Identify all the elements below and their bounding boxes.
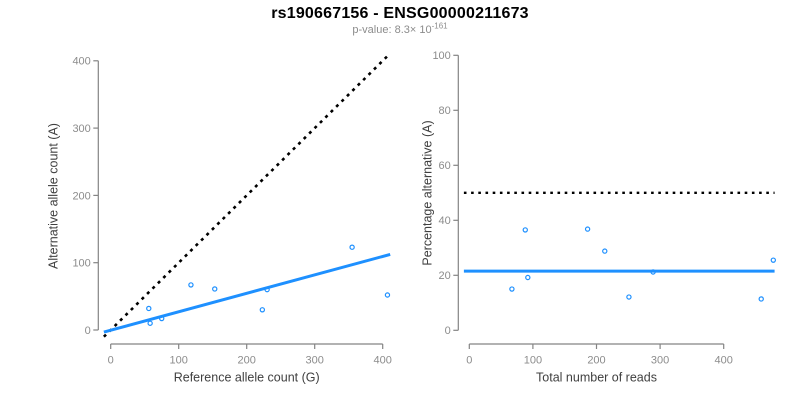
y-tick-label: 20 bbox=[439, 270, 451, 282]
data-point bbox=[602, 248, 608, 254]
x-axis-title: Total number of reads bbox=[536, 371, 657, 385]
y-tick-label: 200 bbox=[72, 190, 90, 202]
identity-line bbox=[102, 53, 390, 338]
data-point bbox=[147, 320, 153, 326]
p-value-exponent: -161 bbox=[431, 21, 448, 31]
data-point bbox=[146, 305, 152, 312]
x-tick-label: 300 bbox=[651, 355, 669, 367]
data-point bbox=[259, 307, 266, 313]
x-axis-title: Reference allele count (G) bbox=[174, 371, 320, 385]
y-tick-label: 0 bbox=[445, 325, 451, 337]
data-point bbox=[212, 286, 218, 292]
data-point bbox=[188, 282, 194, 288]
x-tick-label: 100 bbox=[524, 355, 542, 367]
data-point bbox=[650, 269, 656, 275]
y-tick-label: 100 bbox=[432, 50, 450, 62]
x-tick-label: 200 bbox=[238, 355, 256, 367]
y-tick-label: 300 bbox=[72, 123, 90, 135]
x-tick-label: 200 bbox=[587, 355, 605, 367]
y-tick-label: 100 bbox=[72, 258, 90, 270]
x-tick-label: 300 bbox=[306, 355, 324, 367]
y-axis-title: Percentage alternative (A) bbox=[421, 120, 435, 265]
x-tick-label: 100 bbox=[170, 355, 188, 367]
y-tick-label: 400 bbox=[72, 56, 90, 68]
x-tick-label: 400 bbox=[715, 355, 733, 367]
fit-line bbox=[103, 252, 391, 334]
data-point bbox=[264, 286, 270, 293]
y-tick-label: 40 bbox=[439, 215, 451, 227]
y-tick-label: 60 bbox=[439, 160, 451, 172]
data-point bbox=[626, 294, 632, 300]
data-point bbox=[525, 274, 531, 281]
data-point bbox=[384, 292, 391, 298]
data-point bbox=[758, 296, 764, 302]
x-tick-label: 0 bbox=[108, 355, 114, 367]
y-tick-label: 80 bbox=[439, 105, 451, 117]
x-tick-label: 0 bbox=[466, 355, 472, 367]
page-title: rs190667156 - ENSG00000211673 bbox=[271, 5, 529, 22]
data-point bbox=[522, 227, 528, 233]
data-point bbox=[584, 226, 591, 232]
p-value-text: p-value: 8.3× 10 bbox=[352, 24, 432, 36]
x-tick-label: 400 bbox=[374, 355, 392, 367]
data-point bbox=[158, 315, 165, 322]
data-point bbox=[509, 286, 515, 292]
y-tick-label: 0 bbox=[85, 325, 91, 337]
p-value-subtitle: p-value: 8.3× 10-161 bbox=[0, 21, 800, 36]
y-axis-title: Alternative allele count (A) bbox=[47, 123, 61, 269]
data-point bbox=[349, 244, 355, 250]
data-point bbox=[770, 257, 777, 263]
